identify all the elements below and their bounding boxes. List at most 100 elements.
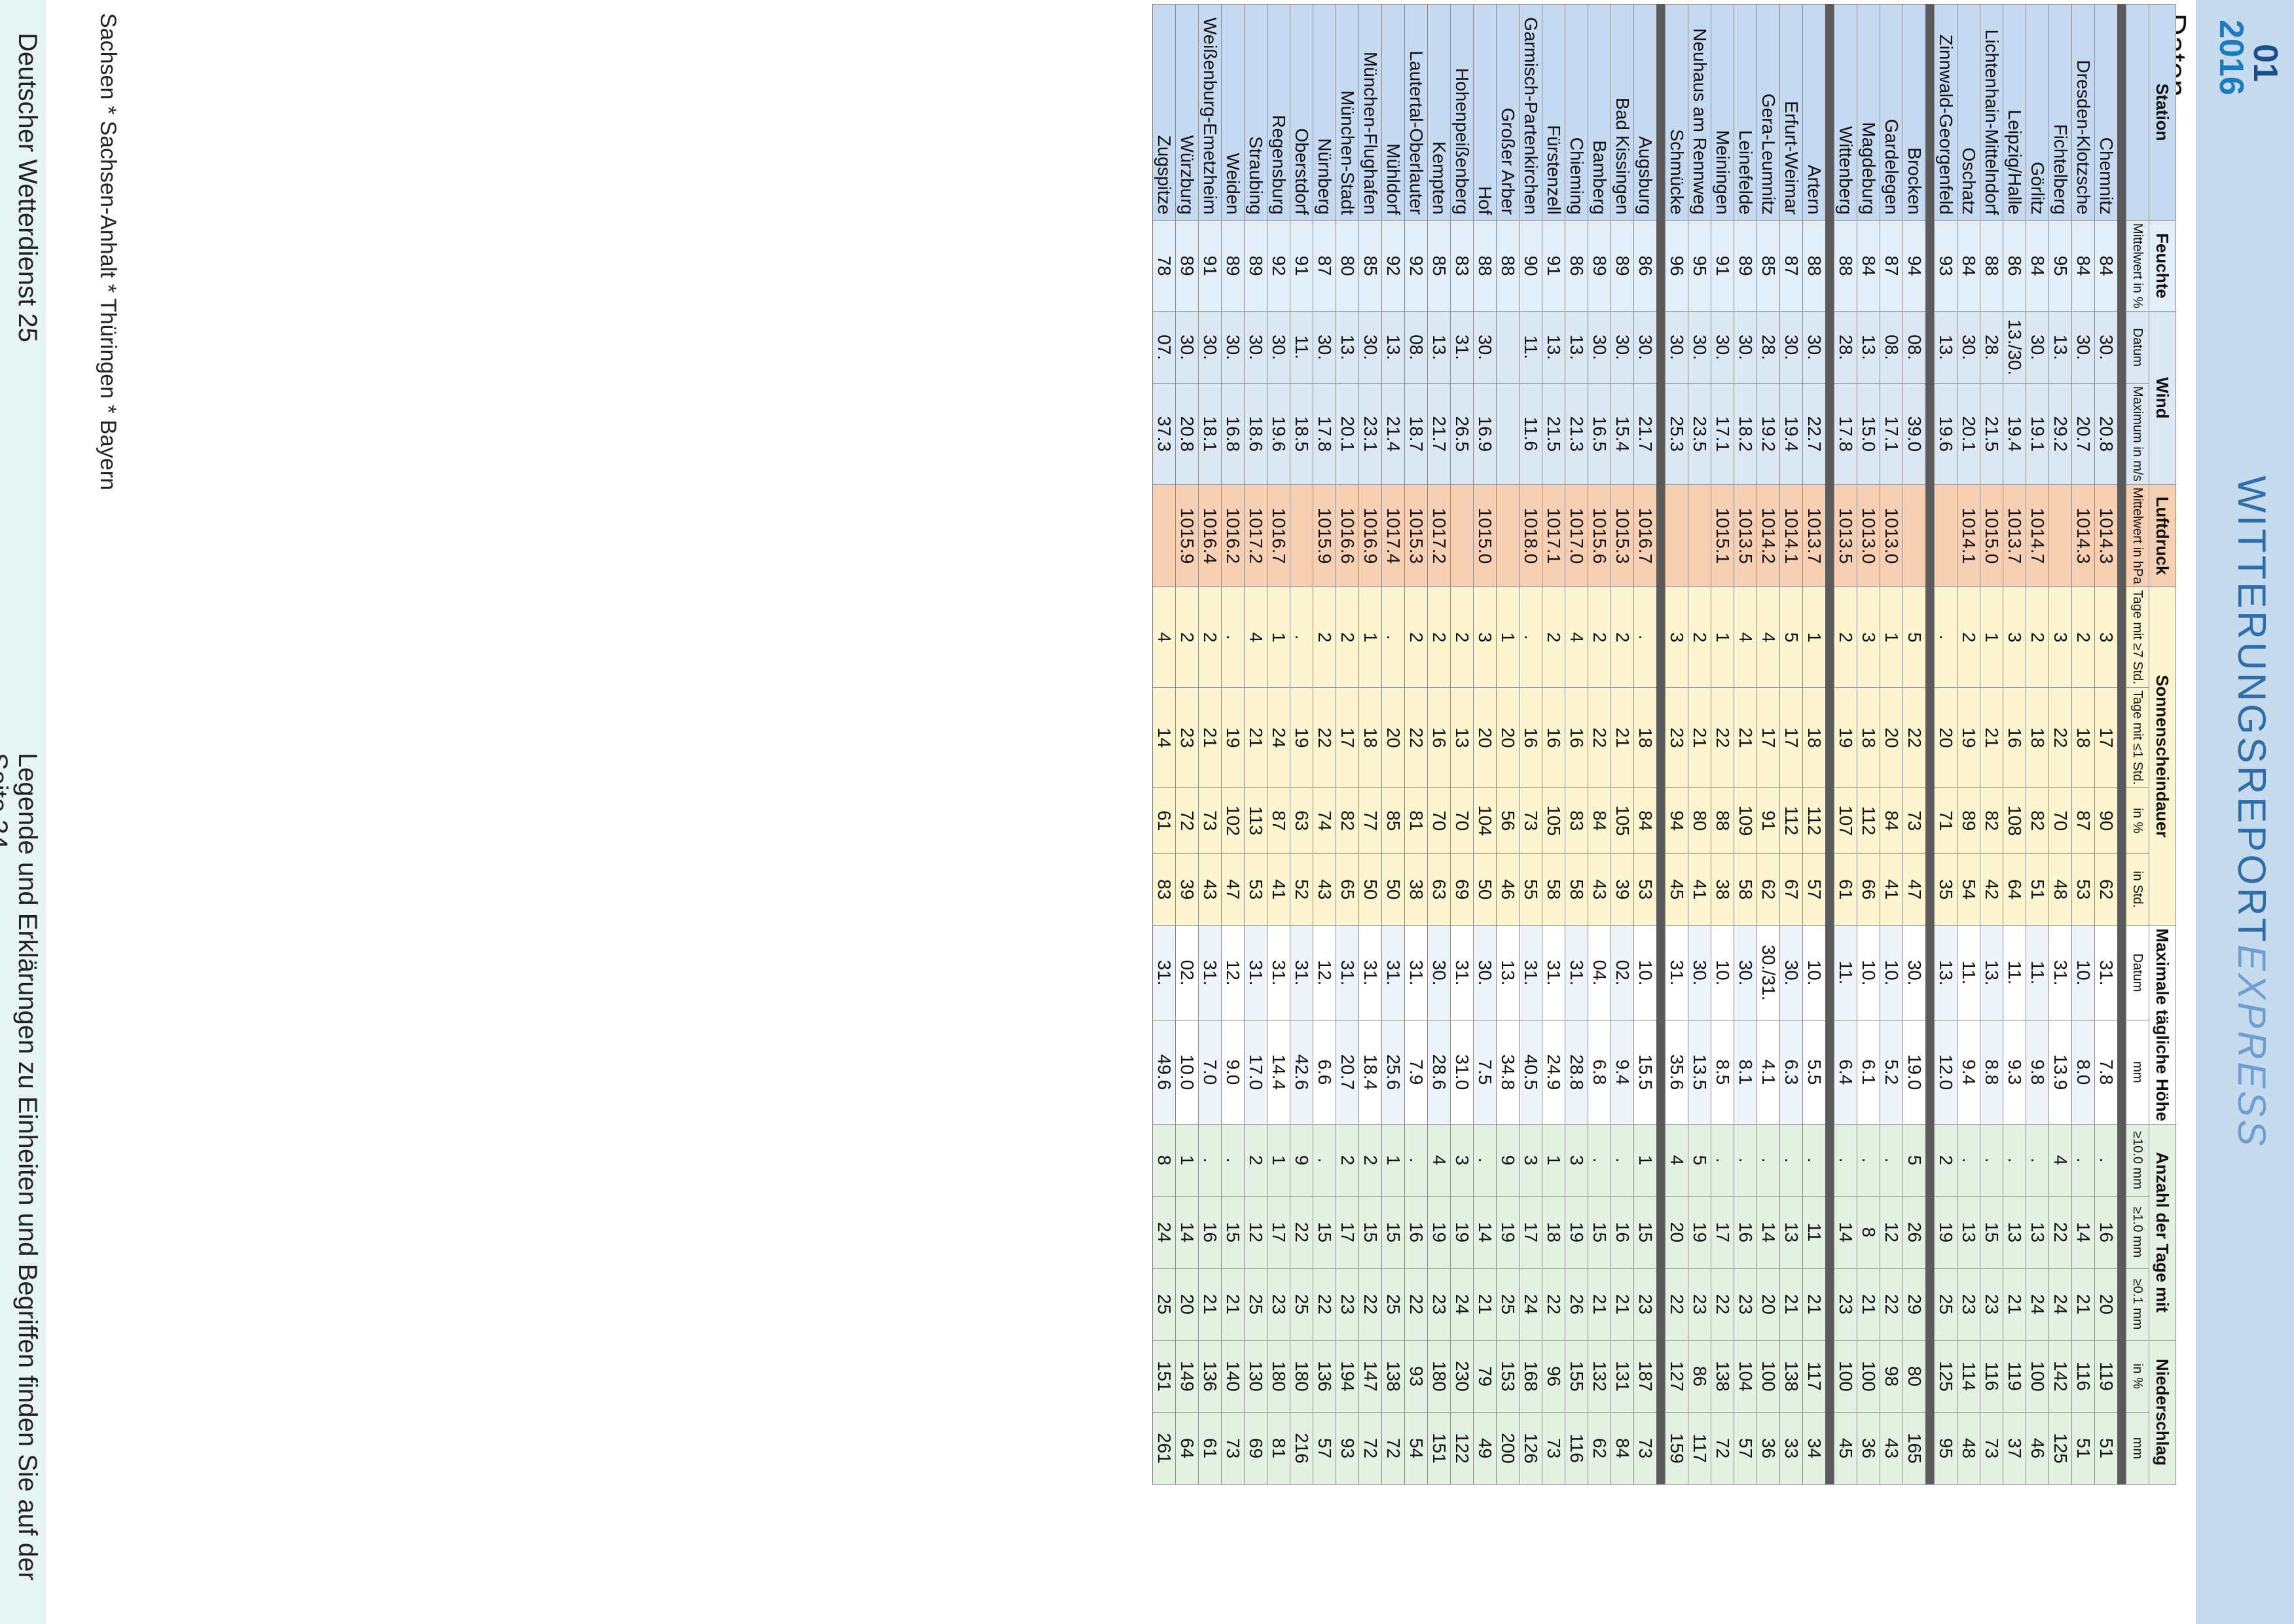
data-cell: 73 — [1221, 1412, 1245, 1485]
col-wind: Wind — [2149, 311, 2176, 485]
data-cell: 10.0 — [1175, 1020, 1199, 1125]
data-cell: 19 — [1427, 1196, 1451, 1269]
data-cell: 17 — [1779, 687, 1803, 788]
data-cell: 18 — [1802, 687, 1826, 788]
station-name: Erfurt-Weimar — [1779, 4, 1803, 221]
station-name: Gardelegen — [1880, 4, 1903, 221]
data-cell: . — [1381, 586, 1405, 688]
data-cell: 82 — [1336, 787, 1359, 854]
station-name: Mühldorf — [1381, 4, 1405, 221]
data-cell: 1 — [1711, 586, 1734, 688]
data-cell: 16 — [2003, 687, 2026, 788]
data-cell: 31. — [1290, 925, 1313, 1020]
data-cell: 153 — [1496, 1340, 1520, 1413]
data-cell: 261 — [1152, 1412, 1176, 1485]
station-name: Weiden — [1221, 4, 1245, 221]
data-cell: 17.0 — [1244, 1020, 1267, 1125]
separator-cell — [1925, 1124, 1935, 1197]
data-cell: 13. — [1336, 311, 1359, 384]
separator-cell — [1656, 586, 1666, 688]
table-row: Gardelegen 87 08. 17.1 1013.0 1 20 84 41 10. 5.2. 1… — [1880, 4, 1903, 1485]
data-cell: 31. — [1542, 925, 1565, 1020]
data-cell: 17.8 — [1834, 383, 1857, 485]
col-sub-label: Mittelwert in hPa — [2126, 484, 2149, 587]
data-cell: 71 — [1934, 787, 1957, 854]
data-cell: 19 — [1934, 1196, 1957, 1269]
separator-cell — [1825, 687, 1834, 788]
data-cell: 2 — [1313, 586, 1336, 688]
data-cell: 136 — [1198, 1340, 1222, 1413]
separator-cell — [1825, 1412, 1834, 1485]
data-cell: 1014.3 — [2094, 484, 2118, 587]
data-cell: 116 — [1980, 1340, 2003, 1413]
data-cell: 21.3 — [1565, 383, 1588, 485]
data-cell: 02. — [1175, 925, 1199, 1020]
data-cell: 25 — [1934, 1268, 1957, 1341]
data-cell: 1016.4 — [1198, 484, 1222, 587]
data-cell: 116 — [2071, 1340, 2095, 1413]
data-cell: 21 — [1779, 1268, 1803, 1341]
data-cell: 3 — [1565, 1124, 1588, 1197]
data-cell: 43 — [1588, 853, 1611, 926]
data-cell: 30. — [1779, 311, 1803, 384]
data-cell: 10. — [1711, 925, 1734, 1020]
table-row: Meiningen 91 30. 17.1 1015.1 1 22 88 38 10. 8.5. 17… — [1711, 4, 1734, 1485]
data-cell: 21 — [1611, 687, 1634, 788]
data-cell: 1015.0 — [1980, 484, 2003, 587]
data-cell: 20 — [1665, 1196, 1688, 1269]
data-cell: 30. — [1734, 311, 1757, 384]
data-cell: 72 — [1711, 1412, 1734, 1485]
station-name: Zinnwald-Georgenfeld — [1934, 4, 1957, 221]
data-cell: 10. — [2071, 925, 2095, 1020]
data-cell: 23 — [1665, 687, 1688, 788]
data-cell: 90 — [1519, 220, 1542, 312]
data-cell: 22.7 — [1802, 383, 1826, 485]
data-cell: 17 — [1267, 1196, 1290, 1269]
data-cell: 26 — [1903, 1196, 1926, 1269]
data-cell: 23 — [1336, 1268, 1359, 1341]
separator-cell — [2117, 586, 2126, 688]
data-cell: 91 — [1711, 220, 1734, 312]
data-cell: 13. — [1427, 311, 1451, 384]
separator-cell — [1925, 586, 1935, 688]
data-cell: 11. — [1957, 925, 1980, 1020]
data-cell: 84 — [1957, 220, 1980, 312]
weather-data-table: Station Feuchte Wind Luftdruck Sonnenscheind… — [1152, 4, 2176, 1485]
data-cell: 31. — [1565, 925, 1588, 1020]
data-cell: 125 — [1934, 1340, 1957, 1413]
data-cell: 57 — [1313, 1412, 1336, 1485]
station-name: Leipzig/Halle — [2003, 4, 2026, 221]
data-cell: . — [1834, 1124, 1857, 1197]
data-cell: 84 — [1880, 787, 1903, 854]
data-cell: 30. — [1665, 311, 1688, 384]
table-row: Straubing 89 30. 18.6 1017.2 4 21 113 53 31. 17.0 2… — [1244, 4, 1267, 1485]
data-cell: 104 — [1473, 787, 1497, 854]
data-cell: 22 — [1404, 687, 1428, 788]
data-cell: 1015.1 — [1711, 484, 1734, 587]
data-cell: 8.1 — [1734, 1020, 1757, 1125]
data-cell: 2 — [1404, 586, 1428, 688]
data-cell: 82 — [1980, 787, 2003, 854]
data-cell: 1015.3 — [1611, 484, 1634, 587]
separator-cell — [1656, 220, 1666, 312]
data-cell: 1 — [1802, 586, 1826, 688]
data-cell: 16 — [2094, 1196, 2118, 1269]
separator-cell — [1925, 484, 1935, 587]
separator-cell — [1925, 787, 1935, 854]
data-cell: 112 — [1802, 787, 1826, 854]
table-row: Kempten 85 13. 21.7 1017.2 2 16 70 63 30. 28.6 4 19 2… — [1427, 4, 1451, 1485]
data-cell: . — [1221, 586, 1245, 688]
data-cell: 94 — [1665, 787, 1688, 854]
data-cell: 2 — [1834, 586, 1857, 688]
col-sub-label: mm — [2126, 1412, 2149, 1485]
data-cell: 4 — [1427, 1124, 1451, 1197]
data-cell: 11. — [1519, 311, 1542, 384]
data-cell: 93 — [1336, 1412, 1359, 1485]
data-cell: 73 — [1980, 1412, 2003, 1485]
data-cell: 119 — [2003, 1340, 2026, 1413]
separator-cell — [1925, 1196, 1935, 1269]
data-cell: 84 — [1588, 787, 1611, 854]
data-cell: 57 — [1802, 853, 1826, 926]
data-cell: . — [1711, 1124, 1734, 1197]
data-cell: 25 — [1244, 1268, 1267, 1341]
